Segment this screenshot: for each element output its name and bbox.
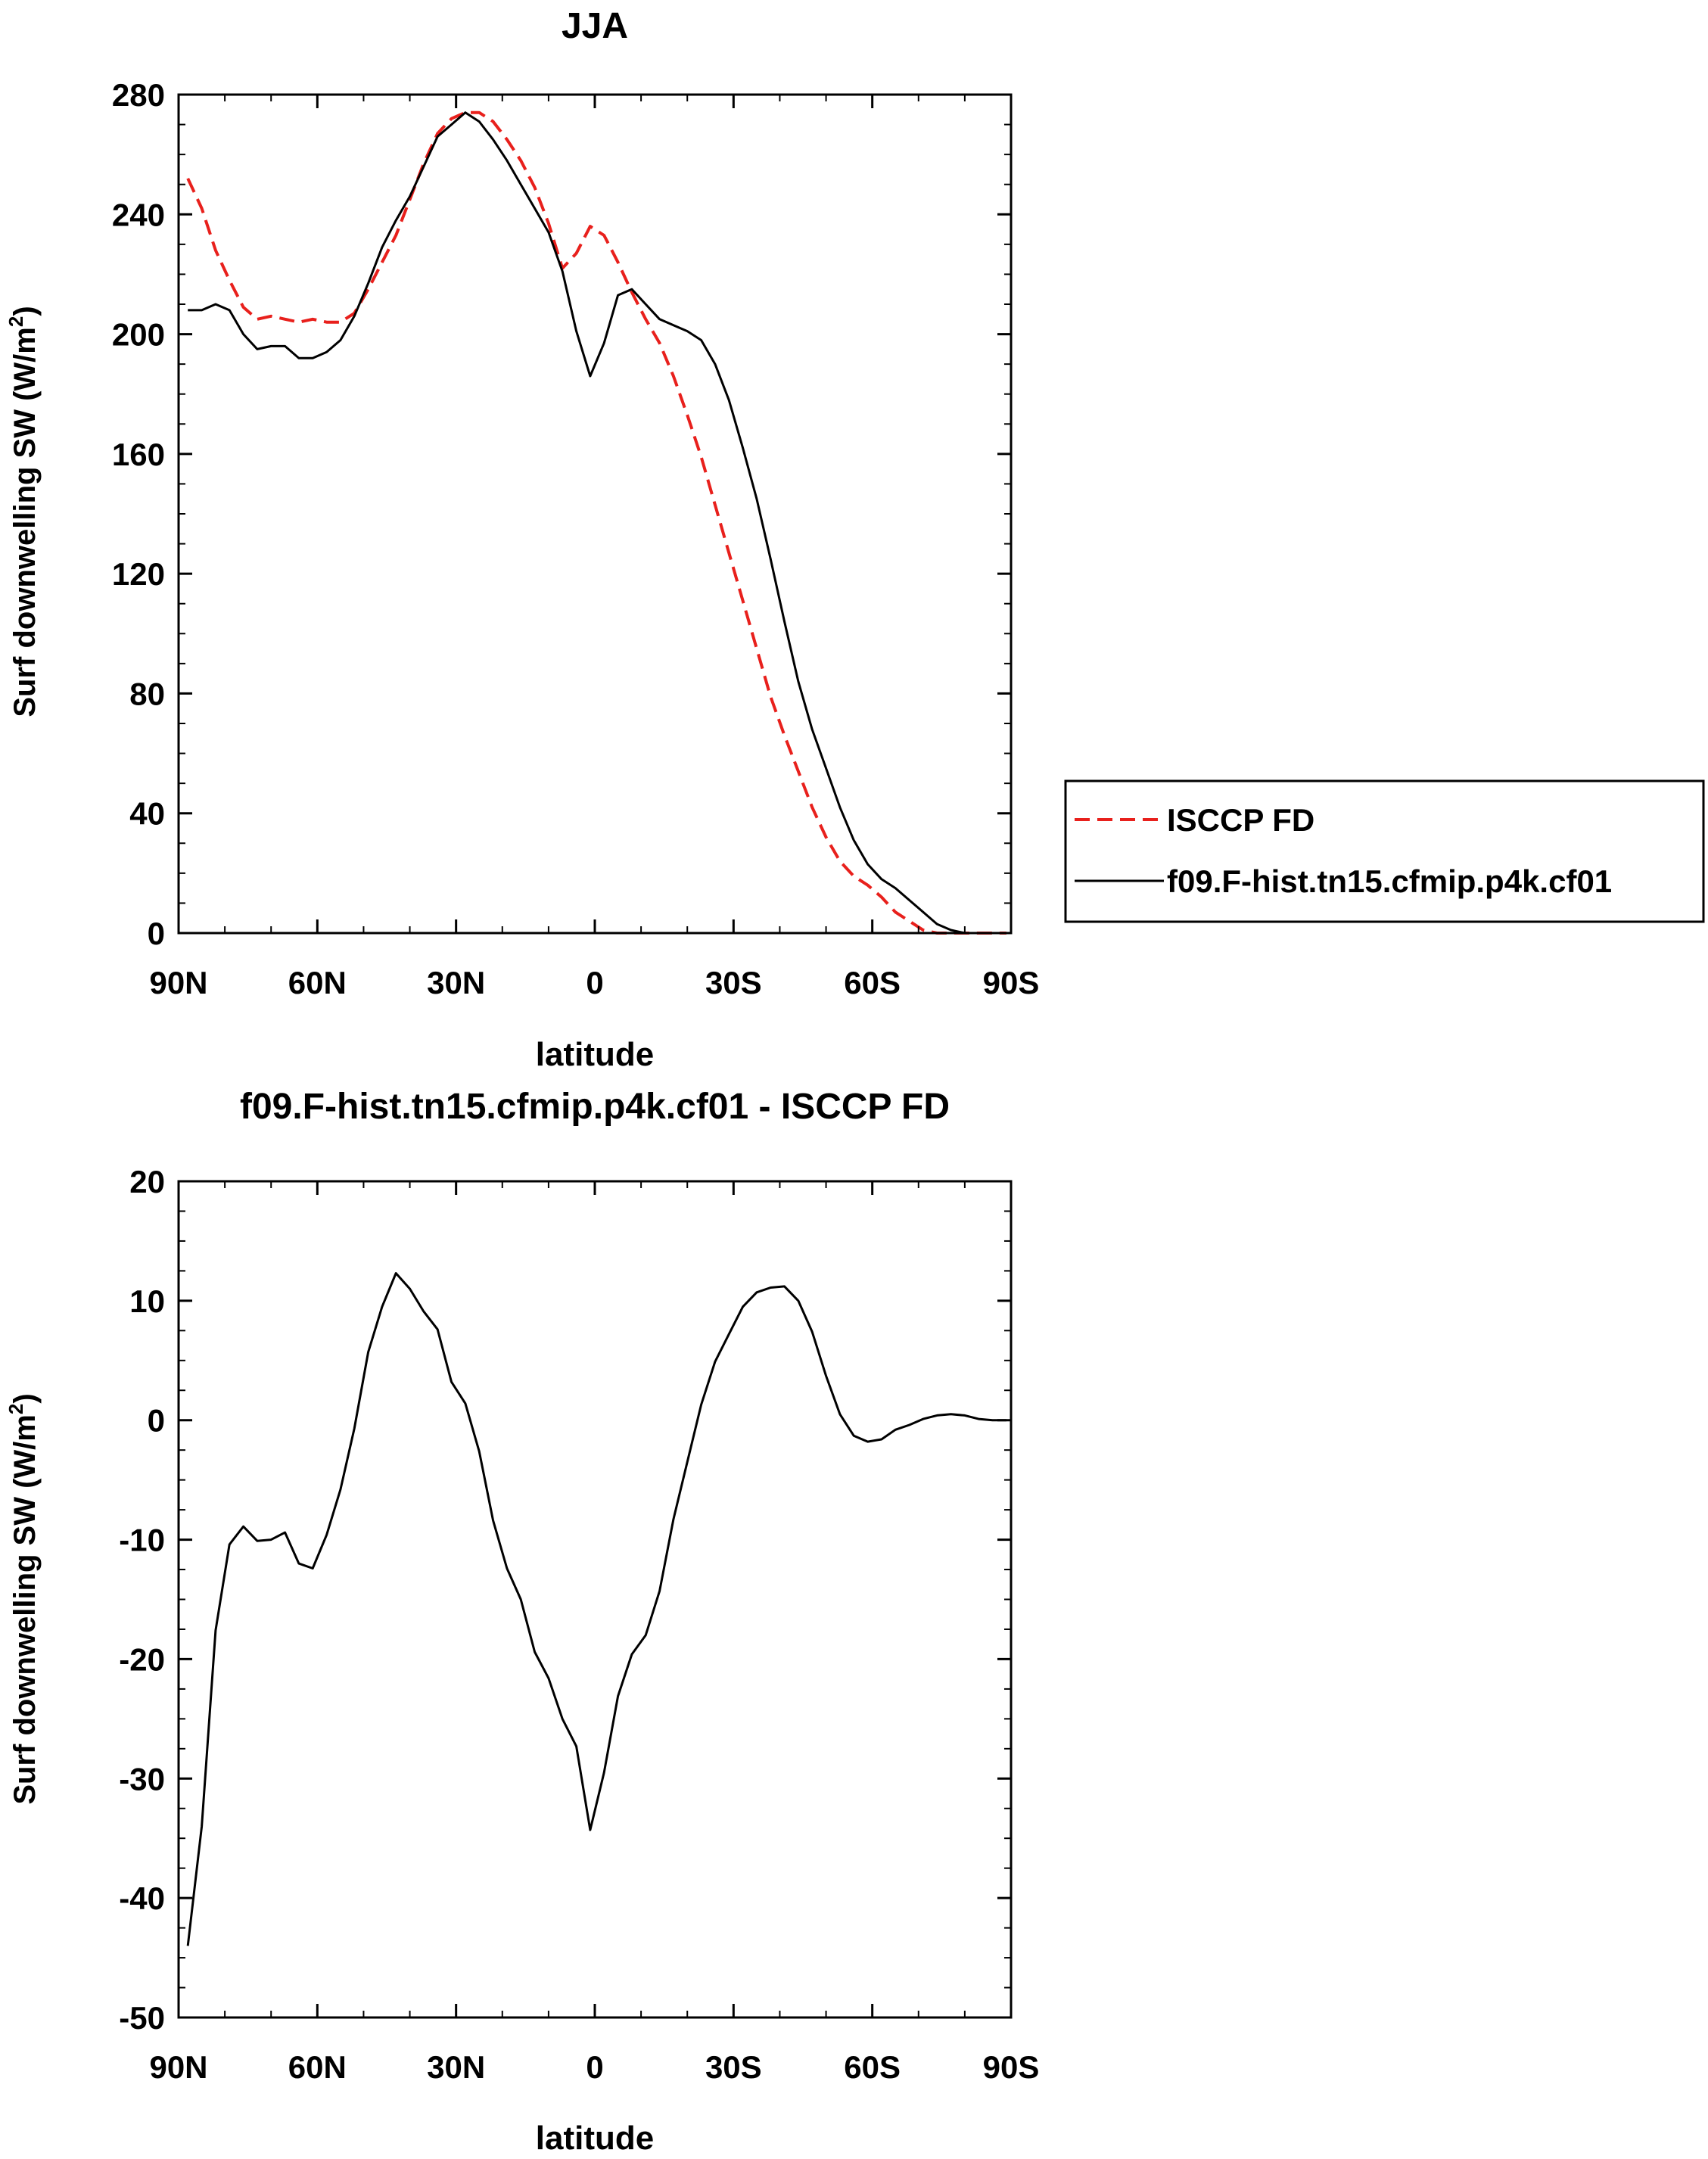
top-y-tick-label: 80	[129, 676, 165, 711]
legend-label-model: f09.F-hist.tn15.cfmip.p4k.cf01	[1167, 863, 1612, 899]
bottom-y-tick-label: -30	[119, 1761, 165, 1797]
bottom-series-group	[186, 1272, 1006, 1946]
bottom-panel-title: f09.F-hist.tn15.cfmip.p4k.cf01 - ISCCP F…	[240, 1087, 950, 1127]
top-x-tick-label: 30S	[705, 965, 762, 1000]
bottom-y-tick-label: -20	[119, 1641, 165, 1677]
top-panel-ylabel: Surf downwelling SW (W/m2)	[5, 306, 42, 717]
top-panel-xlabel: latitude	[536, 1036, 654, 1073]
top-y-axis-ticks: 0 40 80 120 160 200 240 280	[112, 77, 1011, 951]
bottom-x-tick-label: 30N	[427, 2049, 485, 2085]
bottom-x-tick-label: 30S	[705, 2049, 762, 2085]
bottom-x-tick-label: 90S	[983, 2049, 1040, 2085]
top-panel-title: JJA	[562, 6, 628, 46]
top-x-axis-ticks: 90N 60N 30N 0 30S 60S 90S	[149, 95, 1039, 1000]
legend-label-isccp: ISCCP FD	[1167, 802, 1314, 838]
legend: ISCCP FD f09.F-hist.tn15.cfmip.p4k.cf01	[1064, 779, 1705, 923]
bottom-y-tick-label: 10	[129, 1283, 165, 1319]
top-y-tick-label: 160	[112, 437, 165, 472]
bottom-panel: f09.F-hist.tn15.cfmip.p4k.cf01 - ISCCP F…	[5, 1087, 1039, 2157]
top-y-tick-label: 240	[112, 197, 165, 232]
top-series-group	[186, 110, 1006, 935]
top-x-tick-label: 0	[586, 965, 603, 1000]
bottom-x-tick-label: 0	[586, 2049, 603, 2085]
bottom-y-tick-label: -50	[119, 2000, 165, 2036]
legend-box	[1064, 779, 1705, 923]
top-y-tick-label: 280	[112, 77, 165, 113]
bottom-y-tick-label: 20	[129, 1164, 165, 1199]
top-y-tick-label: 0	[148, 916, 165, 951]
top-series-line-1	[188, 111, 1006, 935]
bottom-y-tick-label: 0	[148, 1403, 165, 1439]
bottom-panel-ylabel: Surf downwelling SW (W/m2)	[5, 1393, 42, 1804]
bottom-y-axis-ticks: -50 -40 -30 -20 -10 0 10 20	[119, 1164, 1011, 2036]
bottom-x-tick-label: 60N	[288, 2049, 347, 2085]
top-y-tick-label: 120	[112, 556, 165, 592]
bottom-x-tick-label: 90N	[149, 2049, 207, 2085]
top-x-tick-label: 90S	[983, 965, 1040, 1000]
bottom-series-line-0	[186, 1272, 1006, 1946]
top-x-tick-label: 60N	[288, 965, 347, 1000]
top-x-tick-label: 90N	[149, 965, 207, 1000]
top-y-tick-label: 40	[129, 796, 165, 832]
top-panel: JJA Surf downwelling SW (W/m2) latitude …	[5, 6, 1039, 1073]
top-series-line-0	[186, 110, 1006, 935]
top-plot-frame	[177, 93, 1013, 935]
bottom-y-tick-label: -10	[119, 1523, 165, 1558]
top-x-tick-label: 60S	[844, 965, 901, 1000]
top-y-tick-label: 200	[112, 317, 165, 353]
bottom-y-tick-label: -40	[119, 1881, 165, 1916]
bottom-panel-xlabel: latitude	[536, 2120, 654, 2157]
top-x-tick-label: 30N	[427, 965, 485, 1000]
bottom-x-axis-ticks: 90N 60N 30N 0 30S 60S 90S	[149, 1181, 1039, 2085]
bottom-plot-frame	[177, 1180, 1013, 2019]
bottom-x-tick-label: 60S	[844, 2049, 901, 2085]
